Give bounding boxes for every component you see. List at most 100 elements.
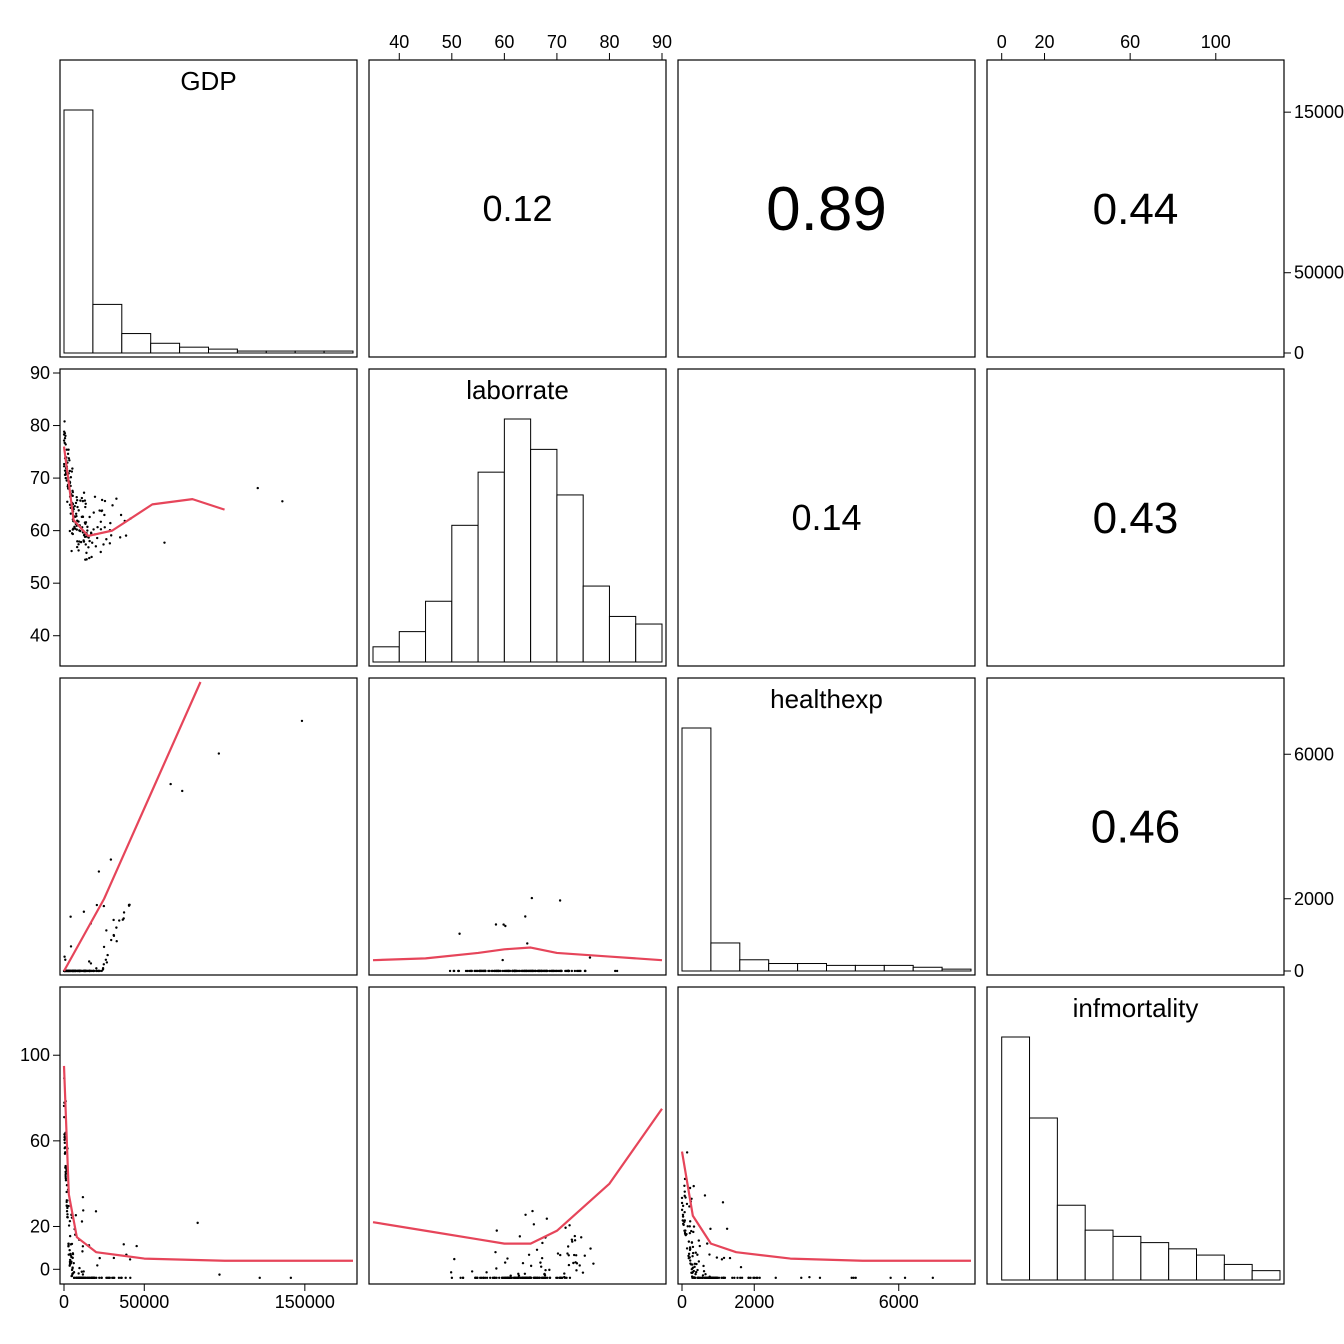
scatter-point	[109, 522, 111, 524]
tick-label: 70	[547, 32, 567, 52]
scatter-point	[539, 1261, 541, 1263]
scatter-point	[76, 546, 78, 548]
scatter-point	[696, 1269, 698, 1271]
scatter-point	[704, 1277, 706, 1279]
scatter-point	[539, 970, 541, 972]
scatter-point	[123, 911, 125, 913]
scatter-point	[85, 558, 87, 560]
scatter-point	[505, 970, 507, 972]
hist-bar	[1113, 1236, 1141, 1280]
scatter-point	[688, 1257, 690, 1259]
scatter-point	[90, 532, 92, 534]
scatter-point	[681, 1209, 683, 1211]
hist-bar	[711, 943, 740, 971]
scatter-point	[513, 970, 515, 972]
scatter-point	[568, 1224, 570, 1226]
tick-label: 150000	[275, 1292, 335, 1312]
scatter-point	[508, 970, 510, 972]
scatter-point	[95, 545, 97, 547]
tick-label: 2000	[1294, 889, 1334, 909]
corr-1_2: 0.14	[791, 497, 861, 538]
scatter-point	[281, 500, 283, 502]
scatter-point	[544, 1269, 546, 1271]
scatter-point	[498, 1277, 500, 1279]
scatter-point	[686, 1151, 688, 1153]
hist-bar	[740, 960, 769, 971]
scatter-point	[100, 528, 102, 530]
scatter-point	[681, 1202, 683, 1204]
scatter-point	[543, 1273, 545, 1275]
scatter-point	[110, 858, 112, 860]
scatter-point	[84, 506, 86, 508]
scatter-point	[688, 1240, 690, 1242]
scatter-point	[819, 1277, 821, 1279]
scatter-point	[580, 1236, 582, 1238]
scatter-point	[579, 970, 581, 972]
scatter-point	[697, 1277, 699, 1279]
scatter-point	[526, 942, 528, 944]
scatter-point	[218, 752, 220, 754]
scatter-point	[63, 1133, 65, 1135]
scatter-point	[69, 470, 71, 472]
scatter-point	[85, 521, 87, 523]
scatter-point	[546, 1217, 548, 1219]
scatter-point	[81, 1250, 83, 1252]
scatter-point	[74, 505, 76, 507]
scatter-point	[79, 499, 81, 501]
scatter-point	[113, 934, 115, 936]
scatter-point	[540, 1266, 542, 1268]
corr-1_3: 0.43	[1093, 494, 1179, 543]
hist-bar	[426, 601, 452, 662]
scatter-point	[691, 1268, 693, 1270]
scatter-point	[77, 1272, 79, 1274]
scatter-point	[78, 509, 80, 511]
scatter-point	[301, 720, 303, 722]
scatter-point	[76, 540, 78, 542]
scatter-point	[100, 551, 102, 553]
scatter-point	[100, 521, 102, 523]
scatter-point	[86, 529, 88, 531]
scatter-point	[494, 1251, 496, 1253]
scatter-point	[729, 1257, 731, 1259]
scatter-point	[574, 1235, 576, 1237]
scatter-point	[485, 1271, 487, 1273]
tick-label: 6000	[1294, 744, 1334, 764]
tick-label: 60	[1120, 32, 1140, 52]
scatter-point	[78, 1267, 80, 1269]
tick-label: 80	[30, 416, 50, 436]
scatter-point	[689, 1232, 691, 1234]
hist-bar	[209, 349, 238, 353]
scatter-point	[115, 926, 117, 928]
hist-bar	[942, 969, 971, 971]
scatter-point	[101, 970, 103, 972]
scatter-point	[546, 970, 548, 972]
scatter-point	[99, 1257, 101, 1259]
tick-label: 90	[652, 32, 672, 52]
scatter-point	[800, 1277, 802, 1279]
scatter-point	[525, 1277, 527, 1279]
scatter-point	[508, 1277, 510, 1279]
tick-label: 150000	[1294, 102, 1344, 122]
scatter-point	[708, 1253, 710, 1255]
scatter-point	[698, 1260, 700, 1262]
hist-bar	[1252, 1271, 1280, 1280]
scatter-point	[63, 463, 65, 465]
scatter-point	[102, 543, 104, 545]
scatter-point	[103, 514, 105, 516]
scatter-point	[65, 477, 67, 479]
scatter-point	[480, 1277, 482, 1279]
scatter-point	[120, 1277, 122, 1279]
scatter-point	[88, 970, 90, 972]
scatter-point	[80, 541, 82, 543]
scatter-point	[533, 1223, 535, 1225]
tick-label: 0	[1294, 961, 1304, 981]
scatter-point	[116, 940, 118, 942]
hist-bar	[478, 472, 504, 662]
scatter-point	[259, 1277, 261, 1279]
hist-bar	[913, 967, 942, 971]
scatter-point	[123, 1243, 125, 1245]
var-label-healthexp: healthexp	[770, 684, 883, 714]
scatter-point	[71, 532, 73, 534]
scatter-point	[476, 970, 478, 972]
hist-bar	[324, 351, 353, 353]
